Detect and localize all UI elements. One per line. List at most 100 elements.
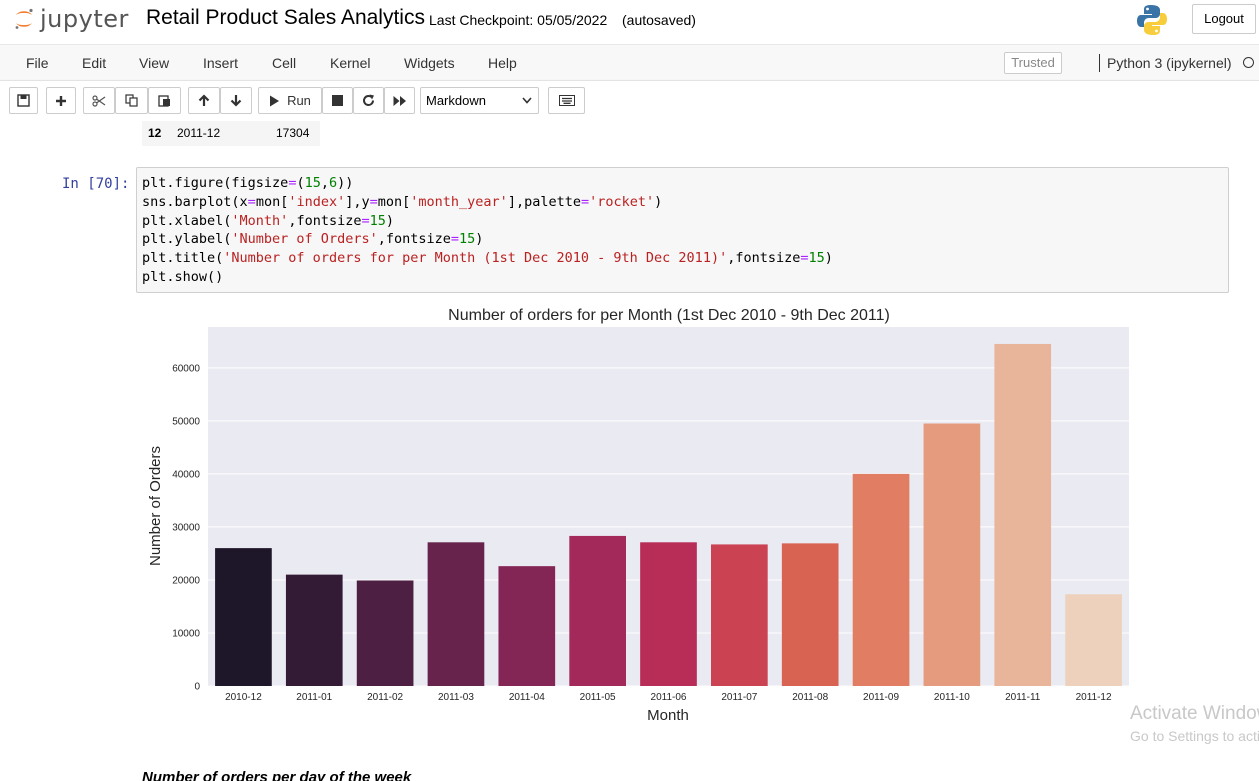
notebook-header: jupyter Retail Product Sales Analytics L… bbox=[0, 0, 1259, 44]
command-palette-button[interactable] bbox=[548, 87, 585, 114]
x-tick-label: 2010-12 bbox=[225, 692, 262, 703]
trusted-indicator[interactable]: Trusted bbox=[1004, 52, 1062, 74]
restart-run-all-button[interactable] bbox=[384, 87, 415, 114]
x-tick-label: 2011-06 bbox=[651, 692, 687, 703]
python-logo-icon bbox=[1137, 5, 1167, 35]
menu-kernel[interactable]: Kernel bbox=[330, 55, 371, 71]
y-axis-label: Number of Orders bbox=[147, 446, 164, 566]
y-tick-labels: 0 10000 20000 30000 40000 50000 60000 bbox=[172, 363, 200, 692]
menu-widgets[interactable]: Widgets bbox=[404, 55, 455, 71]
bar-2011-08 bbox=[781, 543, 839, 686]
logout-button[interactable]: Logout bbox=[1192, 4, 1256, 34]
bar-2011-09 bbox=[852, 473, 910, 686]
cell-type-select[interactable]: Markdown bbox=[420, 87, 539, 114]
paste-button[interactable] bbox=[148, 87, 181, 114]
menu-cell[interactable]: Cell bbox=[272, 55, 297, 71]
x-tick-label: 2011-05 bbox=[580, 692, 616, 703]
bar-2011-10 bbox=[923, 423, 981, 686]
x-tick-label: 2011-10 bbox=[934, 692, 970, 703]
orders-bar-chart: Number of orders for per Month (1st Dec … bbox=[147, 307, 1129, 724]
code-line-2: sns.barplot(x=mon['index'],y=mon['month_… bbox=[142, 194, 663, 210]
y-tick-label: 30000 bbox=[172, 522, 200, 533]
cut-button[interactable] bbox=[83, 87, 115, 114]
x-tick-label: 2011-02 bbox=[367, 692, 403, 703]
bar-2011-03 bbox=[427, 542, 485, 686]
save-button[interactable] bbox=[9, 87, 38, 114]
arrow-down-icon bbox=[230, 95, 242, 107]
menu-view[interactable]: View bbox=[139, 55, 170, 71]
kernel-status-icon bbox=[1243, 57, 1254, 68]
y-tick-label: 50000 bbox=[172, 416, 200, 427]
toolbar: Run Markdown bbox=[0, 81, 1259, 119]
bar-2011-05 bbox=[569, 535, 626, 686]
interrupt-button[interactable] bbox=[322, 87, 353, 114]
stop-icon bbox=[332, 95, 343, 106]
activate-windows-subtitle: Go to Settings to activate Windows. bbox=[1130, 728, 1259, 744]
kernel-divider bbox=[1099, 54, 1100, 72]
move-down-button[interactable] bbox=[220, 87, 252, 114]
output-table-row: 12 2011-12 17304 bbox=[142, 121, 320, 146]
run-label: Run bbox=[287, 93, 311, 108]
arrow-up-icon bbox=[198, 94, 210, 106]
code-cell[interactable]: plt.figure(figsize=(15,6)) sns.barplot(x… bbox=[136, 167, 1229, 293]
paste-icon bbox=[158, 95, 170, 107]
bar-2011-12 bbox=[1065, 594, 1122, 686]
bar-2010-12 bbox=[215, 548, 272, 686]
y-tick-label: 60000 bbox=[172, 363, 200, 374]
code-line-6: plt.show() bbox=[142, 269, 224, 285]
output-row-value: 17304 bbox=[276, 126, 310, 140]
activate-windows-title: Activate Windows bbox=[1130, 703, 1259, 724]
run-button[interactable]: Run bbox=[258, 87, 322, 114]
menu-help[interactable]: Help bbox=[488, 55, 517, 71]
plus-icon bbox=[56, 95, 66, 106]
x-tick-label: 2011-01 bbox=[296, 692, 332, 703]
cell-type-value: Markdown bbox=[426, 93, 486, 108]
code-line-5: plt.title('Number of orders for per Mont… bbox=[142, 250, 833, 266]
bar-2011-07 bbox=[711, 544, 768, 686]
notebook-name[interactable]: Retail Product Sales Analytics bbox=[146, 6, 425, 29]
output-row-index: 12 bbox=[148, 126, 162, 140]
menubar: File Edit View Insert Cell Kernel Widget… bbox=[0, 44, 1259, 81]
x-tick-label: 2011-12 bbox=[1076, 692, 1112, 703]
y-tick-label: 10000 bbox=[172, 628, 200, 639]
code-line-1: plt.figure(figsize=(15,6)) bbox=[142, 175, 354, 191]
menu-file[interactable]: File bbox=[26, 55, 49, 71]
autosave-status: (autosaved) bbox=[622, 12, 696, 28]
checkpoint-status: Last Checkpoint: 05/05/2022 bbox=[429, 12, 608, 28]
x-tick-label: 2011-11 bbox=[1005, 692, 1041, 703]
x-tick-label: 2011-08 bbox=[792, 692, 828, 703]
x-tick-label: 2011-09 bbox=[863, 692, 899, 703]
chart-title: Number of orders for per Month (1st Dec … bbox=[448, 307, 890, 324]
fast-forward-icon bbox=[393, 95, 406, 106]
copy-button[interactable] bbox=[115, 87, 148, 114]
menu-edit[interactable]: Edit bbox=[82, 55, 107, 71]
x-tick-labels: 2010-12 2011-01 2011-02 2011-03 2011-04 2011-… bbox=[225, 692, 1112, 703]
run-icon bbox=[270, 95, 280, 106]
bar-2011-02 bbox=[356, 580, 414, 686]
bar-2011-04 bbox=[498, 566, 556, 686]
chevron-down-icon bbox=[522, 97, 532, 104]
bars bbox=[215, 343, 1122, 686]
next-section-heading: Number of orders per day of the week bbox=[142, 769, 412, 781]
insert-cell-button[interactable] bbox=[46, 87, 76, 114]
keyboard-icon bbox=[558, 95, 575, 106]
code-line-3: plt.xlabel('Month',fontsize=15) bbox=[142, 213, 395, 229]
restart-button[interactable] bbox=[353, 87, 384, 114]
x-axis-label: Month bbox=[647, 707, 689, 724]
y-tick-label: 0 bbox=[194, 682, 200, 693]
y-tick-label: 40000 bbox=[172, 469, 200, 480]
x-tick-label: 2011-03 bbox=[438, 692, 474, 703]
menu-insert[interactable]: Insert bbox=[203, 55, 239, 71]
input-prompt: In [70]: bbox=[62, 176, 130, 192]
output-row-month: 2011-12 bbox=[177, 126, 221, 140]
bar-2011-01 bbox=[285, 574, 343, 686]
y-tick-label: 20000 bbox=[172, 575, 200, 586]
bar-2011-11 bbox=[994, 343, 1052, 686]
code-line-4: plt.ylabel('Number of Orders',fontsize=1… bbox=[142, 231, 484, 247]
x-tick-label: 2011-07 bbox=[721, 692, 757, 703]
jupyter-logo[interactable]: jupyter bbox=[14, 4, 129, 34]
cut-icon bbox=[92, 94, 106, 107]
move-up-button[interactable] bbox=[188, 87, 220, 114]
kernel-name[interactable]: Python 3 (ipykernel) bbox=[1107, 55, 1232, 71]
restart-icon bbox=[363, 94, 374, 106]
